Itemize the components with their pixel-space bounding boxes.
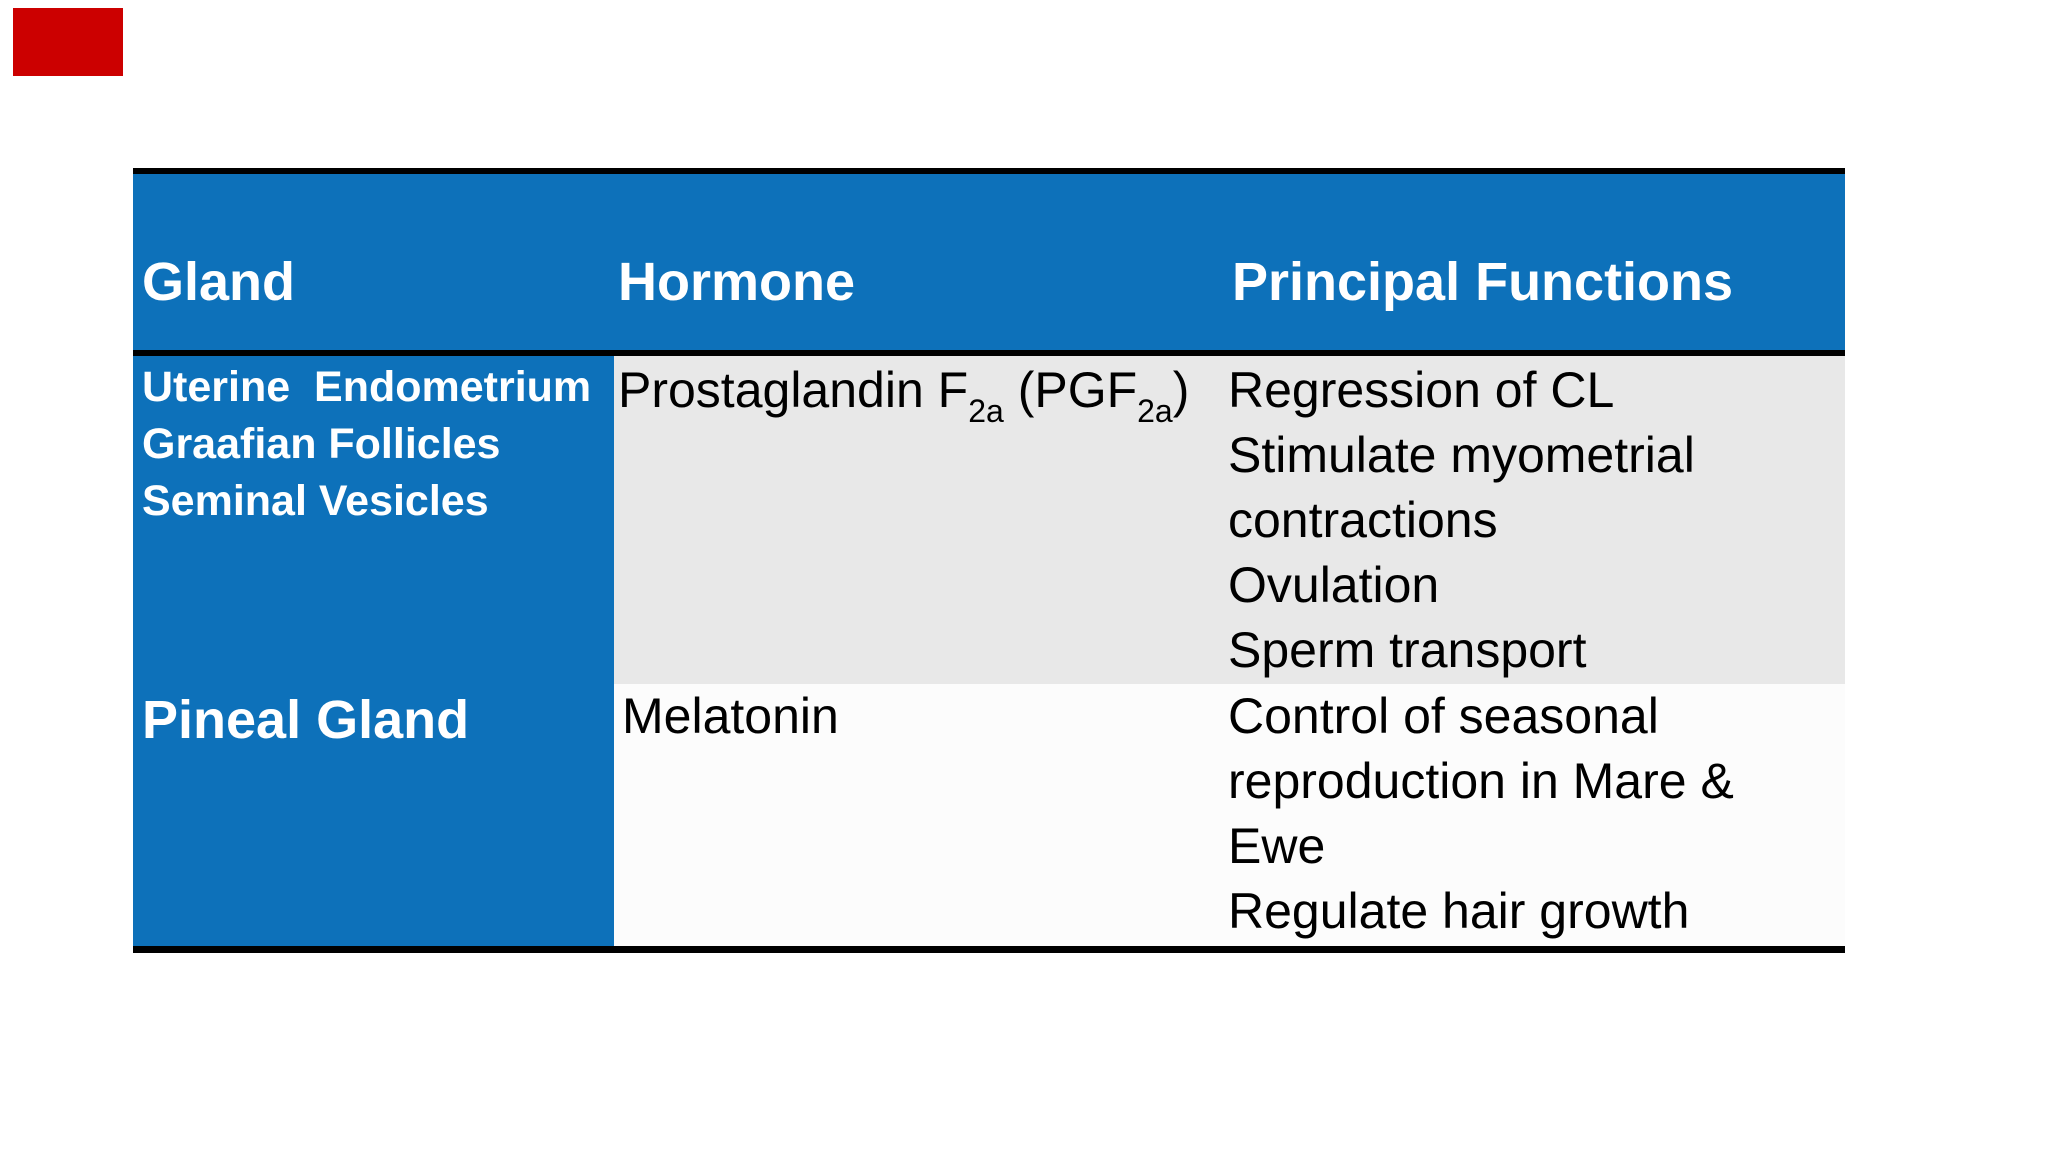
gland-line: Uterine Endometrium	[142, 363, 592, 411]
row2-gland-cell: Pineal Gland	[133, 684, 614, 946]
header-cell-principal-functions: Principal Functions	[1222, 174, 1845, 356]
function-line: Ovulation	[1228, 557, 1440, 613]
function-line: Ewe	[1228, 818, 1326, 874]
row1-functions-cell: Regression of CL Stimulate myometrial co…	[1222, 356, 1845, 684]
header-cell-hormone: Hormone	[614, 174, 1222, 356]
function-line: Control of seasonal	[1228, 688, 1659, 744]
gland-line: Graafian Follicles	[142, 420, 501, 468]
row2-hormone-cell: Melatonin	[614, 684, 1222, 946]
gland-hormone-table: Gland Hormone Principal Functions Uterin…	[133, 168, 1845, 953]
function-line: reproduction in Mare &	[1228, 753, 1734, 809]
hormone-subscript: 2a	[1137, 393, 1173, 429]
function-line: Sperm transport	[1228, 622, 1587, 678]
function-line: Stimulate myometrial	[1228, 427, 1695, 483]
hormone-base: )	[1172, 362, 1190, 418]
hormone-base: Prostaglandin F	[618, 362, 969, 418]
function-line: contractions	[1228, 492, 1498, 548]
function-line: Regulate hair growth	[1228, 883, 1690, 939]
header-label-principal-functions: Principal Functions	[1232, 252, 1734, 312]
header-label-gland: Gland	[142, 252, 296, 312]
header-label-hormone: Hormone	[618, 252, 856, 312]
row1-hormone-cell: Prostaglandin F2a (PGF2a)	[614, 356, 1222, 684]
function-line: Regression of CL	[1228, 362, 1615, 418]
row1-gland-cell: Uterine Endometrium Graafian Follicles S…	[133, 356, 614, 684]
hormone-base: (PGF	[1003, 362, 1138, 418]
header-cell-gland: Gland	[133, 174, 614, 356]
gland-line: Seminal Vesicles	[142, 477, 489, 525]
gland-line: Pineal Gland	[142, 690, 470, 750]
hormone-base: Melatonin	[622, 688, 839, 744]
red-accent-bar	[13, 8, 123, 76]
hormone-subscript: 2a	[968, 393, 1004, 429]
row2-functions-cell: Control of seasonal reproduction in Mare…	[1222, 684, 1845, 946]
